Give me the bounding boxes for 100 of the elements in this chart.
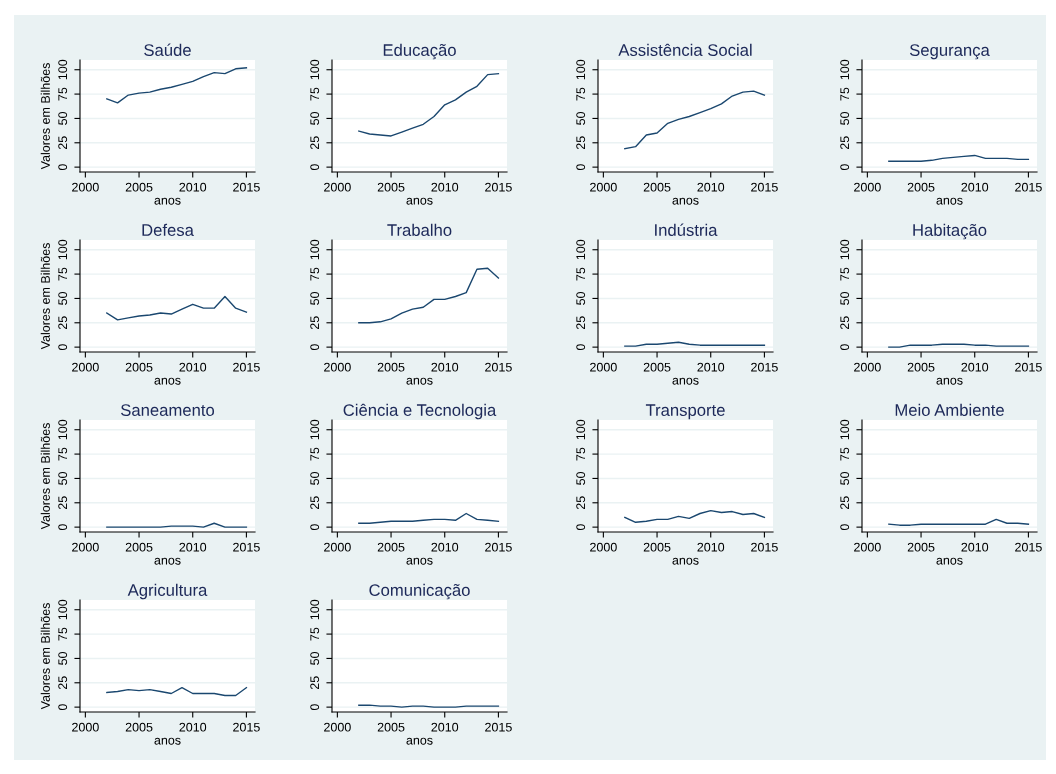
x-tick-label: 2015	[485, 362, 512, 372]
x-axis-title: anos	[936, 557, 963, 565]
chart-title: Ciência e Tecnologia	[343, 403, 497, 420]
x-tick-label: 2000	[72, 542, 99, 552]
y-tick-label: 100	[840, 419, 850, 440]
y-tick-label: 50	[576, 471, 586, 485]
x-axis-title: anos	[154, 737, 181, 745]
y-tick-label: 100	[576, 419, 586, 440]
x-tick-label: 2000	[590, 542, 617, 552]
x-tick-label: 2010	[697, 182, 725, 192]
x-tick-label: 2005	[377, 542, 405, 552]
chart-title: Segurança	[909, 44, 990, 60]
y-tick-label: 100	[310, 239, 320, 260]
x-tick-label: 2000	[324, 362, 351, 372]
line-series	[624, 509, 766, 523]
chart-title: Defesa	[142, 223, 194, 236]
x-tick-label: 2005	[643, 542, 671, 552]
y-tick-label: 75	[576, 447, 586, 461]
y-tick-label: 25	[840, 136, 850, 150]
x-tick-label: 2000	[324, 182, 351, 192]
y-tick-label: 0	[310, 524, 320, 531]
y-tick-label: 0	[576, 344, 586, 351]
x-tick-label: 2015	[233, 722, 260, 732]
x-tick-label: 2015	[1015, 362, 1042, 372]
y-tick-label: 50	[576, 291, 586, 305]
x-tick-label: 2000	[854, 362, 881, 372]
x-tick-label: 2005	[125, 362, 153, 372]
x-tick-label: 2000	[590, 182, 617, 192]
y-axis-title: Valores em Bilhões	[40, 243, 50, 350]
x-tick-label: 2010	[179, 182, 207, 192]
y-tick-label: 75	[310, 87, 320, 101]
y-tick-label: 100	[840, 239, 850, 260]
x-tick-label: 2000	[854, 542, 881, 552]
y-tick-label: 0	[576, 524, 586, 531]
y-tick-label: 100	[58, 239, 68, 260]
y-tick-label: 75	[310, 447, 320, 461]
y-tick-label: 75	[310, 627, 320, 641]
x-tick-label: 2010	[431, 182, 459, 192]
x-tick-label: 2005	[377, 362, 405, 372]
y-tick-label: 100	[310, 599, 320, 620]
y-tick-label: 50	[310, 111, 320, 125]
x-axis-title: anos	[406, 197, 433, 205]
x-tick-label: 2005	[377, 722, 405, 732]
y-tick-label: 25	[576, 316, 586, 330]
y-tick-label: 25	[58, 676, 68, 690]
y-tick-label: 0	[58, 704, 68, 711]
y-tick-label: 100	[310, 419, 320, 440]
line-series	[106, 686, 248, 697]
x-tick-label: 2000	[324, 542, 351, 552]
x-tick-label: 2010	[431, 362, 459, 372]
y-tick-label: 0	[310, 704, 320, 711]
x-axis-title: anos	[406, 377, 433, 385]
x-tick-label: 2010	[179, 542, 207, 552]
y-tick-label: 50	[310, 291, 320, 305]
x-tick-label: 2010	[431, 722, 459, 732]
y-tick-label: 0	[576, 164, 586, 171]
y-tick-label: 0	[58, 164, 68, 171]
chart-title: Saúde	[144, 43, 191, 56]
x-tick-label: 2015	[1015, 542, 1042, 552]
y-tick-label: 25	[576, 136, 586, 150]
y-tick-label: 0	[310, 164, 320, 171]
y-tick-label: 75	[840, 267, 850, 281]
y-tick-label: 50	[310, 471, 320, 485]
x-axis-title: anos	[406, 557, 433, 565]
x-tick-label: 2000	[854, 182, 881, 192]
y-tick-label: 25	[58, 316, 68, 330]
y-tick-label: 100	[840, 59, 850, 80]
y-tick-label: 100	[310, 59, 320, 80]
y-tick-label: 100	[576, 239, 586, 260]
x-tick-label: 2010	[697, 362, 725, 372]
x-tick-label: 2015	[485, 182, 512, 192]
y-tick-label: 25	[58, 496, 68, 510]
x-axis-title: anos	[936, 377, 963, 385]
x-tick-label: 2015	[485, 542, 512, 552]
y-tick-label: 25	[58, 136, 68, 150]
x-tick-label: 2010	[431, 542, 459, 552]
y-tick-label: 0	[310, 344, 320, 351]
y-tick-label: 25	[310, 496, 320, 510]
x-tick-label: 2005	[907, 182, 935, 192]
x-tick-label: 2005	[125, 542, 153, 552]
y-tick-label: 25	[576, 496, 586, 510]
y-tick-label: 75	[58, 267, 68, 281]
x-axis-title: anos	[154, 197, 181, 205]
x-tick-label: 2005	[125, 182, 153, 192]
x-tick-label: 2005	[377, 182, 405, 192]
y-tick-label: 0	[58, 344, 68, 351]
y-tick-label: 75	[58, 627, 68, 641]
x-tick-label: 2000	[72, 182, 99, 192]
y-tick-label: 0	[58, 524, 68, 531]
y-tick-label: 100	[58, 419, 68, 440]
line-series	[624, 90, 766, 150]
y-tick-label: 50	[840, 111, 850, 125]
y-tick-label: 75	[310, 267, 320, 281]
x-tick-label: 2015	[751, 542, 778, 552]
y-tick-label: 0	[840, 164, 850, 171]
y-tick-label: 25	[310, 676, 320, 690]
x-tick-label: 2015	[233, 542, 260, 552]
y-tick-label: 50	[58, 111, 68, 125]
y-tick-label: 75	[576, 87, 586, 101]
y-tick-label: 50	[310, 651, 320, 665]
